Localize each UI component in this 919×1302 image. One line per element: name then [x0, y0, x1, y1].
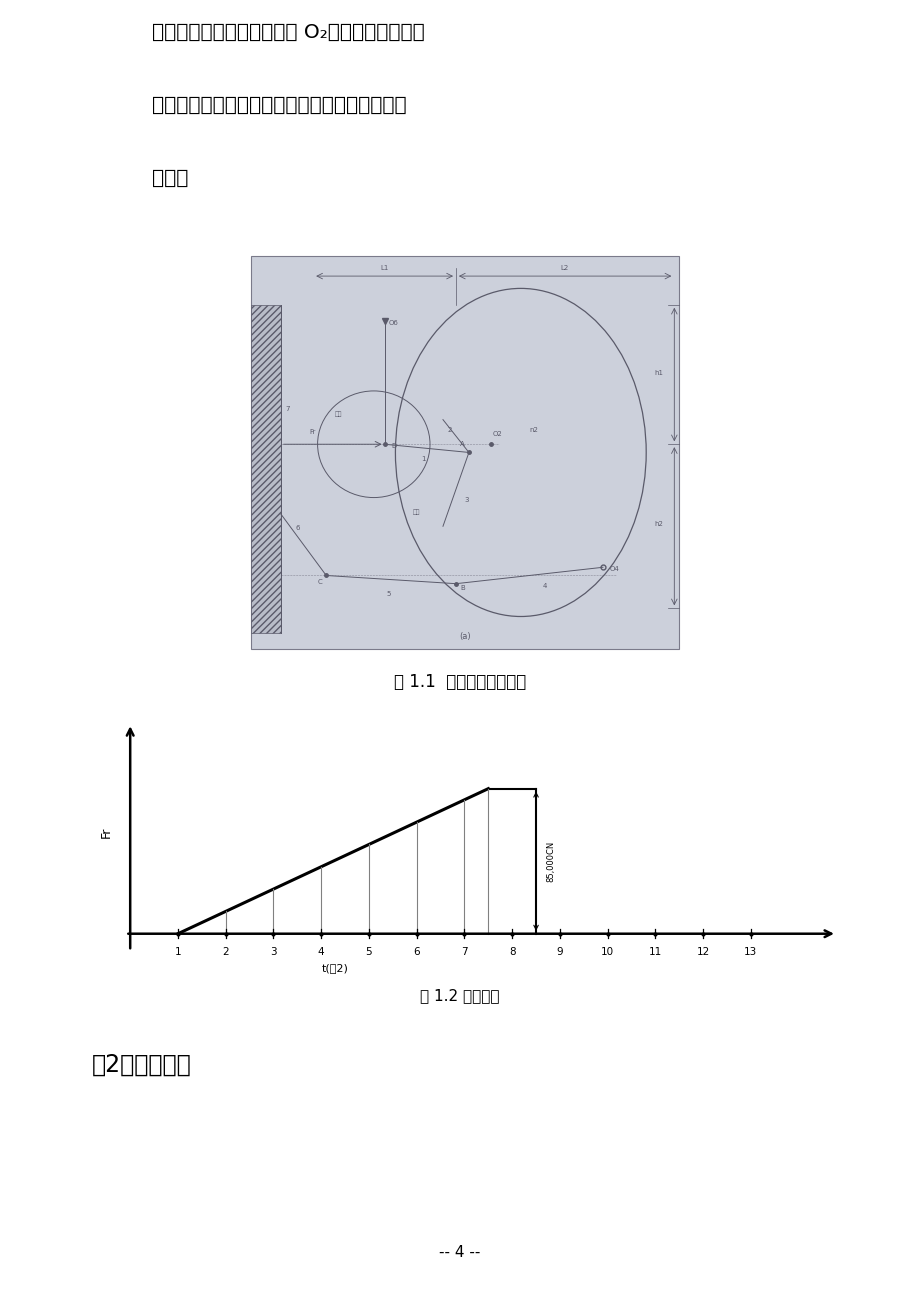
Text: L2: L2	[560, 264, 568, 271]
Text: L1: L1	[380, 264, 389, 271]
Text: 4: 4	[318, 947, 324, 957]
Text: 2: 2	[222, 947, 229, 957]
Text: 的波动和电动机的容量，在 O₂轴的两端各装一个: 的波动和电动机的容量，在 O₂轴的两端各装一个	[152, 23, 424, 42]
Text: O2: O2	[493, 431, 502, 437]
Text: 图 1.1  六杆铰链式破碎机: 图 1.1 六杆铰链式破碎机	[393, 673, 526, 691]
Text: C: C	[317, 578, 322, 585]
Text: (a): (a)	[459, 631, 470, 641]
Text: h1: h1	[653, 370, 663, 375]
Text: B: B	[460, 585, 464, 591]
Text: O4: O4	[608, 566, 618, 573]
Text: 6: 6	[296, 526, 301, 531]
Text: Fr: Fr	[100, 827, 113, 838]
Text: 6: 6	[413, 947, 420, 957]
Text: h2: h2	[654, 521, 663, 527]
Text: 85,000CN: 85,000CN	[546, 841, 555, 881]
Text: -- 4 --: -- 4 --	[439, 1245, 480, 1260]
Text: 轮用。: 轮用。	[152, 169, 188, 187]
Text: n2: n2	[529, 427, 538, 434]
Text: 1: 1	[421, 456, 425, 462]
Text: 3: 3	[270, 947, 277, 957]
Text: 10: 10	[600, 947, 614, 957]
Text: 9: 9	[556, 947, 562, 957]
Text: 图 1.2 工艺阻力: 图 1.2 工艺阻力	[420, 988, 499, 1004]
Text: 1: 1	[175, 947, 181, 957]
Text: t(礢2): t(礢2)	[322, 962, 348, 973]
Text: 矿石: 矿石	[335, 411, 342, 417]
Text: 7: 7	[285, 406, 289, 413]
Text: 飞轮: 飞轮	[413, 509, 420, 516]
Text: 7: 7	[460, 947, 467, 957]
Text: A: A	[460, 441, 464, 448]
Text: Fr: Fr	[309, 428, 315, 435]
Text: 12: 12	[696, 947, 709, 957]
Text: D: D	[391, 444, 396, 449]
Text: （2）设计数据: （2）设计数据	[92, 1052, 191, 1077]
Text: 3: 3	[464, 496, 469, 503]
Text: O6: O6	[389, 320, 398, 327]
Text: 13: 13	[743, 947, 756, 957]
Text: 8: 8	[508, 947, 515, 957]
Text: 2: 2	[447, 427, 451, 434]
Text: 5: 5	[386, 591, 391, 598]
Text: 5: 5	[365, 947, 372, 957]
Text: 4: 4	[542, 583, 546, 589]
Text: 11: 11	[648, 947, 662, 957]
Text: 大小和重量完全相同的飞轮，其中一个兼作皮带: 大小和重量完全相同的飞轮，其中一个兼作皮带	[152, 96, 406, 115]
Bar	[250, 305, 280, 633]
